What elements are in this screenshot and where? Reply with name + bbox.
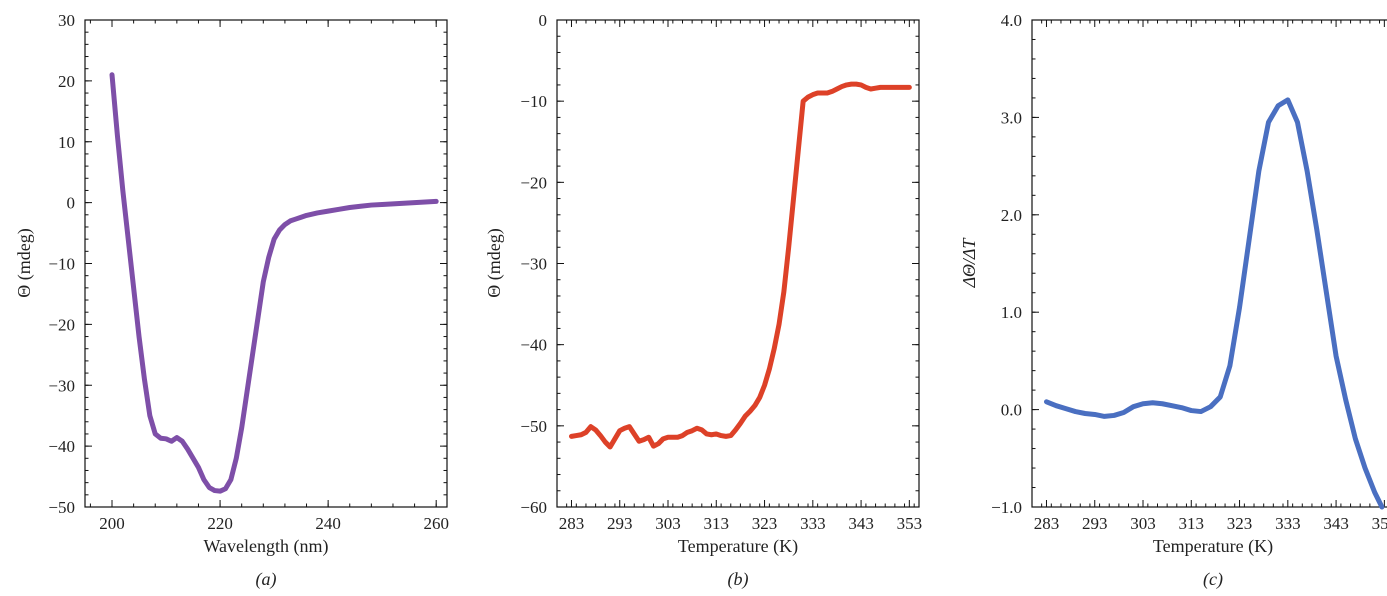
y-tick-label: 0 — [539, 11, 548, 30]
series-b — [568, 81, 912, 450]
y-tick-label: −30 — [520, 255, 547, 274]
x-tick-label: 313 — [704, 514, 730, 533]
y-tick-label: 1.0 — [1001, 303, 1022, 322]
y-tick-label: −10 — [48, 255, 75, 274]
x-tick-label: 293 — [607, 514, 633, 533]
series-line-b — [568, 81, 912, 450]
y-tick-label: −50 — [520, 417, 547, 436]
y-axis-label-a: Θ (mdeg) — [14, 228, 35, 297]
x-axis-label-b: Temperature (K) — [678, 536, 798, 557]
x-tick-label: 333 — [1275, 514, 1301, 533]
y-tick-label: −1.0 — [991, 498, 1022, 517]
x-tick-label: 293 — [1082, 514, 1108, 533]
x-tick-label: 260 — [423, 514, 449, 533]
series-c — [1043, 97, 1385, 510]
x-tick-label: 200 — [99, 514, 125, 533]
chart-panel-a: 200 220 240 260 −50 −40 −30 −20 −10 0 10 20 30 Wavel… — [14, 11, 449, 590]
x-tick-label: 343 — [1323, 514, 1349, 533]
y-tick-label: −40 — [48, 437, 75, 456]
y-tick-label: 0.0 — [1001, 401, 1022, 420]
y-tick-label: −10 — [520, 92, 547, 111]
x-tick-label: 220 — [207, 514, 233, 533]
x-tick-label: 283 — [559, 514, 585, 533]
y-tick-label: 10 — [58, 133, 75, 152]
x-axis-label-c: Temperature (K) — [1153, 536, 1273, 557]
y-tick-label: 30 — [58, 11, 75, 30]
plot-frame-b — [556, 19, 920, 508]
x-tick-label: 353 — [1372, 514, 1387, 533]
y-tick-label: −20 — [520, 173, 547, 192]
series-line-a — [109, 72, 439, 494]
series-a — [109, 72, 439, 494]
panel-label-b: (b) — [728, 569, 749, 590]
x-tick-label: 240 — [315, 514, 341, 533]
y-tick-label: −20 — [48, 315, 75, 334]
x-tick-label: 303 — [1130, 514, 1156, 533]
y-tick-label: −30 — [48, 376, 75, 395]
x-tick-label: 313 — [1179, 514, 1205, 533]
y-tick-label: 3.0 — [1001, 108, 1022, 127]
panel-label-c: (c) — [1203, 569, 1223, 590]
x-tick-label: 283 — [1034, 514, 1060, 533]
ticks-a: 200 220 240 260 −50 −40 −30 −20 −10 0 10 20 30 — [48, 11, 449, 533]
plot-frame-c — [1031, 19, 1387, 508]
y-tick-label: 0 — [67, 194, 76, 213]
y-tick-label: −40 — [520, 336, 547, 355]
x-tick-label: 323 — [1227, 514, 1253, 533]
x-tick-label: 353 — [897, 514, 923, 533]
series-line-c — [1043, 97, 1385, 510]
y-axis-label-b: Θ (mdeg) — [484, 228, 505, 297]
chart-panel-c: 283 293 303 313 323 333 343 353 −1.0 0.0 1.0 2.0 3.0… — [959, 11, 1387, 590]
x-tick-label: 333 — [800, 514, 826, 533]
x-tick-label: 343 — [848, 514, 874, 533]
chart-panel-b: 283 293 303 313 323 333 343 353 −60 −50 −40 −30 −20 −… — [484, 11, 922, 590]
ticks-b: 283 293 303 313 323 333 343 353 −60 −50 −40 −30 −20 −… — [520, 11, 922, 533]
y-axis-label-c: ΔΘ/ΔT — [959, 237, 979, 289]
y-tick-label: 2.0 — [1001, 206, 1022, 225]
x-tick-label: 303 — [655, 514, 681, 533]
ticks-c: 283 293 303 313 323 333 343 353 −1.0 0.0 1.0 2.0 3.0… — [991, 11, 1387, 533]
y-tick-label: 20 — [58, 72, 75, 91]
x-tick-label: 323 — [752, 514, 778, 533]
x-axis-label-a: Wavelength (nm) — [203, 536, 328, 557]
panel-label-a: (a) — [256, 569, 277, 590]
y-tick-label: 4.0 — [1001, 11, 1022, 30]
y-tick-label: −60 — [520, 498, 547, 517]
y-tick-label: −50 — [48, 498, 75, 517]
